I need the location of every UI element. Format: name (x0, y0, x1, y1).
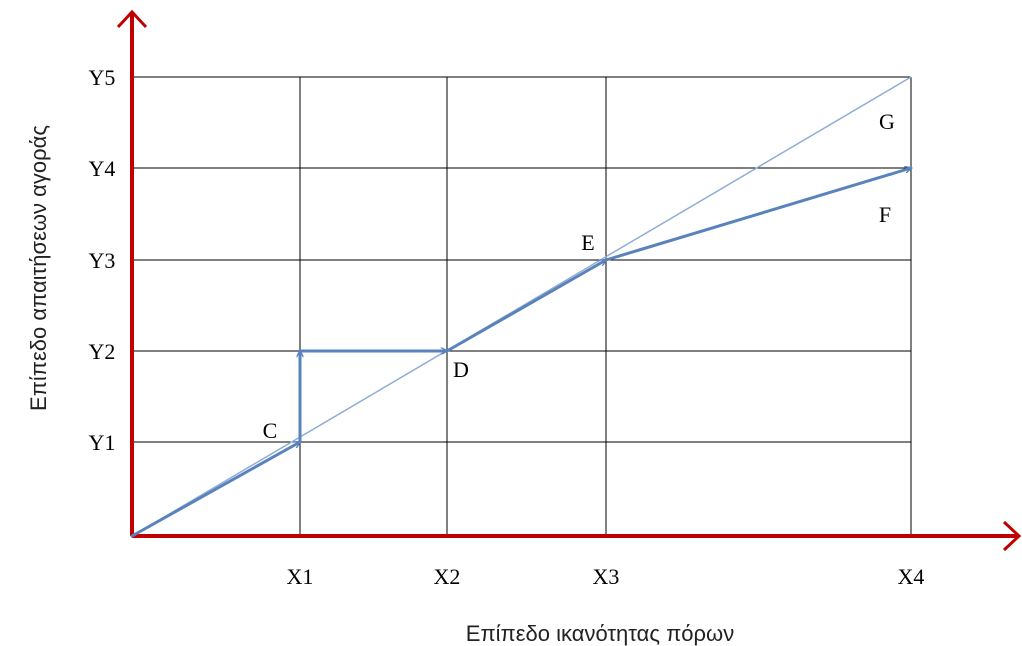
trajectory-path (130, 168, 911, 538)
y-tick-y5: Y5 (89, 65, 116, 90)
path-segment-1 (130, 440, 300, 538)
point-label-g: G (879, 109, 895, 134)
x-tick-x1: X1 (287, 564, 314, 589)
x-tick-labels: X1 X2 X3 X4 (287, 564, 925, 589)
x-axis-arrow-icon (1002, 520, 1022, 552)
y-axis-title: Επίπεδο απαιτήσεων αγοράς (26, 125, 51, 411)
path-segment-5 (604, 168, 911, 262)
y-tick-y2: Y2 (89, 339, 116, 364)
y-tick-y3: Y3 (89, 248, 116, 273)
y-axis-arrow-icon (116, 9, 148, 29)
point-label-c: C (263, 418, 278, 443)
point-label-f: F (879, 202, 891, 227)
point-labels: C D E F G (263, 109, 895, 443)
x-tick-x2: X2 (434, 564, 461, 589)
y-tick-y1: Y1 (89, 430, 116, 455)
y-tick-y4: Y4 (89, 156, 116, 181)
y-tick-labels: Y1 Y2 Y3 Y4 Y5 (89, 65, 116, 455)
axes (116, 9, 1022, 552)
reference-diagonal (131, 76, 912, 537)
x-tick-x3: X3 (593, 564, 620, 589)
grid (132, 76, 912, 536)
x-axis-title: Επίπεδο ικανότητας πόρων (466, 621, 734, 646)
path-segment-4 (445, 258, 606, 353)
diagonal-line (131, 76, 912, 537)
x-tick-x4: X4 (898, 564, 925, 589)
point-label-e: E (581, 230, 594, 255)
point-label-d: D (453, 357, 469, 382)
